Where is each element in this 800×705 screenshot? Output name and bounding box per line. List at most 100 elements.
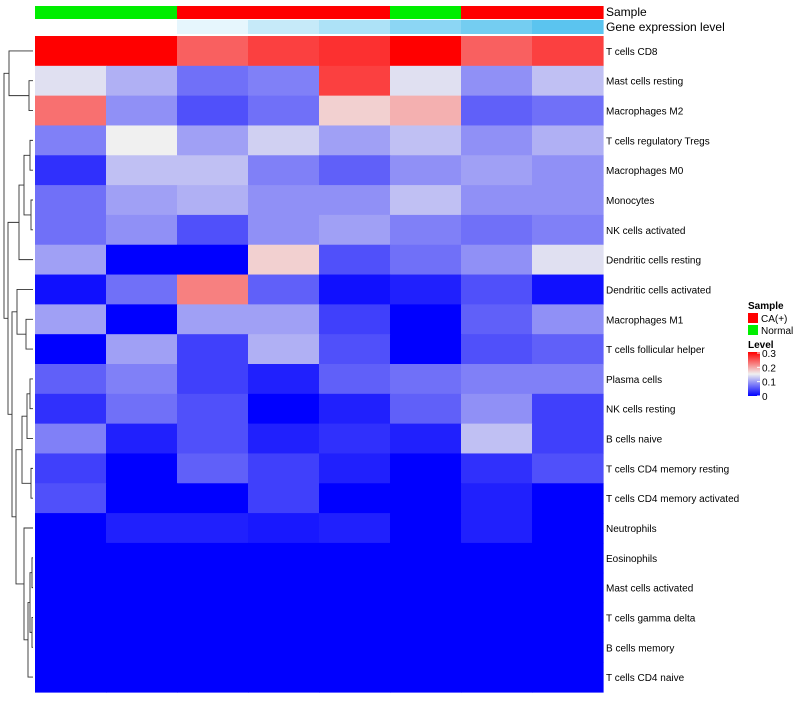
heatmap-cell <box>177 364 249 395</box>
heatmap-cell <box>248 334 320 365</box>
heatmap-cell <box>461 214 533 246</box>
heatmap-cell <box>319 483 391 514</box>
heatmap-cell <box>106 423 178 455</box>
heatmap-cell <box>532 244 604 276</box>
heatmap-cell <box>390 632 462 663</box>
gene-expression-annotation-cell <box>35 20 107 34</box>
legend-tick-label: 0 <box>762 392 768 403</box>
heatmap-cell <box>461 662 533 693</box>
heatmap-cell <box>248 423 320 455</box>
heatmap-cell <box>248 244 320 276</box>
row-label: Macrophages M1 <box>606 315 684 326</box>
dendrogram-branch <box>31 617 33 648</box>
heatmap-cell <box>106 304 178 335</box>
heatmap-cell <box>35 155 107 186</box>
heatmap-cell <box>532 513 604 544</box>
heatmap-cell <box>106 483 178 514</box>
heatmap-cell <box>35 513 107 544</box>
heatmap-cell <box>319 662 391 693</box>
heatmap-cell <box>177 393 249 425</box>
heatmap-cell <box>177 453 249 484</box>
heatmap-cell <box>390 95 462 127</box>
heatmap-cell <box>177 632 249 663</box>
heatmap-cell <box>35 274 107 305</box>
heatmap-cell <box>35 423 107 455</box>
heatmap-cell <box>248 95 320 127</box>
heatmap-cell <box>532 65 604 97</box>
dendrogram-branch <box>3 72 9 319</box>
row-label: T cells CD4 memory resting <box>606 464 729 475</box>
heatmap-cell <box>106 185 178 216</box>
heatmap-cell <box>177 602 249 633</box>
heatmap-cell <box>106 244 178 276</box>
heatmap-cell <box>35 453 107 484</box>
row-label: Mast cells activated <box>606 584 693 595</box>
row-label: T cells CD4 memory activated <box>606 494 739 505</box>
row-label: T cells regulatory Tregs <box>606 136 710 147</box>
sample-annotation-cell <box>532 6 604 19</box>
heatmap-cell <box>177 542 249 574</box>
heatmap-cell <box>319 36 391 67</box>
heatmap-cell <box>319 602 391 633</box>
heatmap-cell <box>177 304 249 335</box>
legend-swatch <box>748 325 758 335</box>
sample-annotation-cell <box>248 6 320 19</box>
heatmap-cell <box>532 483 604 514</box>
heatmap-cell <box>461 125 533 156</box>
heatmap-cell <box>461 274 533 305</box>
heatmap-cell <box>177 662 249 693</box>
dendrogram-branch <box>25 318 33 350</box>
heatmap-cell <box>532 304 604 335</box>
heatmap-cell <box>177 423 249 455</box>
heatmap-cell <box>319 155 391 186</box>
dendrogram-branch <box>31 557 33 589</box>
heatmap-cell <box>35 393 107 425</box>
heatmap-cell <box>319 364 391 395</box>
sample-annotation-bar <box>35 6 604 19</box>
legend-tick-label: 0.3 <box>762 349 776 360</box>
heatmap-cell <box>248 214 320 246</box>
heatmap-cell <box>35 95 107 127</box>
heatmap-cell <box>390 423 462 455</box>
heatmap-cell <box>35 542 107 574</box>
heatmap-cell <box>106 393 178 425</box>
heatmap-cell <box>532 602 604 633</box>
heatmap-cell <box>390 453 462 484</box>
row-label: Eosinophils <box>606 554 657 565</box>
heatmap-cell <box>319 125 391 156</box>
heatmap-cell <box>177 155 249 186</box>
heatmap-cell <box>461 423 533 455</box>
heatmap-cell <box>461 185 533 216</box>
heatmap-cell <box>35 572 107 604</box>
heatmap-cell <box>461 65 533 97</box>
heatmap-cell <box>319 304 391 335</box>
heatmap-cell <box>390 513 462 544</box>
row-label: B cells memory <box>606 643 674 654</box>
heatmap-cell <box>35 36 107 67</box>
heatmap-cell <box>248 364 320 395</box>
heatmap-cell <box>532 542 604 574</box>
heatmap-cell <box>106 453 178 484</box>
heatmap-cell <box>106 65 178 97</box>
heatmap-cell <box>106 632 178 663</box>
heatmap-cell <box>177 513 249 544</box>
row-label: Dendritic cells resting <box>606 256 701 267</box>
row-label: T cells follicular helper <box>606 345 705 356</box>
heatmap-cell <box>461 483 533 514</box>
row-dendrogram <box>3 50 33 678</box>
heatmap-cell <box>461 632 533 663</box>
heatmap-cell <box>177 65 249 97</box>
gene-expression-annotation-cell <box>177 20 249 34</box>
heatmap-cell <box>106 662 178 693</box>
heatmap-cell <box>390 483 462 514</box>
heatmap-cell <box>106 274 178 305</box>
heatmap-cell <box>248 65 320 97</box>
heatmap-cell <box>461 602 533 633</box>
legend-tick-label: 0.2 <box>762 363 776 374</box>
heatmap-cell <box>35 214 107 246</box>
heatmap-cell <box>532 364 604 395</box>
gene-expression-annotation-bar <box>35 20 604 34</box>
gene-expression-annotation-cell <box>390 20 462 34</box>
heatmap-cell <box>177 125 249 156</box>
